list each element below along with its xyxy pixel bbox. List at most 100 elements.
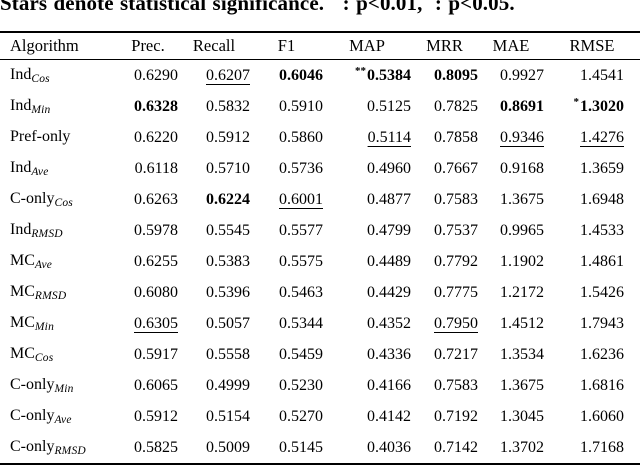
metric-value-f1: 0.6046 bbox=[279, 66, 323, 84]
algorithm-cell: IndRMSD bbox=[0, 215, 118, 246]
metric-value-recall: 0.5396 bbox=[206, 283, 250, 301]
table-row: IndCos 0.6290 0.6207 0.6046 **0.5384 0.8… bbox=[0, 60, 640, 92]
algorithm-name: C-only bbox=[10, 438, 55, 456]
metric-value-recall: 0.5057 bbox=[206, 314, 250, 332]
metric-value-map: 0.4799 bbox=[367, 221, 411, 239]
metric-value-recall: 0.5832 bbox=[206, 97, 250, 115]
col-header-rmse: RMSE bbox=[544, 32, 640, 61]
metric-value-mae: 1.3534 bbox=[500, 345, 544, 363]
algorithm-subscript: Min bbox=[34, 321, 55, 334]
algorithm-name: Ind bbox=[10, 66, 32, 84]
algorithm-name: Ind bbox=[10, 159, 32, 177]
metric-value-rmse: 1.4533 bbox=[580, 221, 624, 239]
metric-value-map: 0.4352 bbox=[367, 314, 411, 332]
metric-value-recall: 0.6207 bbox=[206, 66, 250, 84]
metric-value-mae: 0.9168 bbox=[500, 159, 544, 177]
table-row: MCAve 0.6255 0.5383 0.5575 0.4489 0.7792… bbox=[0, 246, 640, 277]
metric-value-mae: 0.9965 bbox=[500, 221, 544, 239]
algorithm-cell: C-onlyAve bbox=[0, 401, 118, 432]
algorithm-cell: MCRMSD bbox=[0, 277, 118, 308]
metric-value-f1: 0.5270 bbox=[279, 407, 323, 425]
significance-stars: ** bbox=[355, 64, 366, 77]
metric-value-rmse: 1.7943 bbox=[580, 314, 624, 332]
col-header-algorithm: Algorithm bbox=[0, 32, 118, 61]
metric-value-recall: 0.5912 bbox=[206, 128, 250, 146]
algorithm-cell: Pref-only bbox=[0, 122, 118, 153]
metric-value-mae: 1.2172 bbox=[500, 283, 544, 301]
algorithm-cell: MCCos bbox=[0, 339, 118, 370]
metric-value-prec: 0.6328 bbox=[134, 97, 178, 115]
algorithm-cell: C-onlyMin bbox=[0, 370, 118, 401]
metric-value-rmse: 1.5426 bbox=[580, 283, 624, 301]
table-row: C-onlyAve 0.5912 0.5154 0.5270 0.4142 0.… bbox=[0, 401, 640, 432]
metric-value-rmse: 1.6236 bbox=[580, 345, 624, 363]
metric-value-map: 0.4960 bbox=[367, 159, 411, 177]
metric-value-mrr: 0.7667 bbox=[434, 159, 478, 177]
metric-value-mae: 1.3702 bbox=[500, 438, 544, 456]
algorithm-name: C-only bbox=[10, 376, 55, 394]
algorithm-cell: MCAve bbox=[0, 246, 118, 277]
metric-value-recall: 0.5710 bbox=[206, 159, 250, 177]
metric-value-map: 0.4036 bbox=[367, 438, 411, 456]
table-caption: Stars denote statistical significance. *… bbox=[0, 0, 640, 15]
metric-value-rmse: 1.6948 bbox=[580, 190, 624, 208]
caption-double-star: ** bbox=[330, 0, 342, 5]
algorithm-subscript: Min bbox=[54, 383, 74, 396]
caption-text-mid: : p<0.01, bbox=[342, 0, 429, 15]
metric-value-recall: 0.4999 bbox=[206, 376, 250, 394]
algorithm-name: C-only bbox=[10, 407, 55, 425]
metric-value-map: 0.4429 bbox=[367, 283, 411, 301]
metric-value-mrr: 0.7775 bbox=[434, 283, 478, 301]
algorithm-cell: C-onlyRMSD bbox=[0, 432, 118, 464]
metric-value-mrr: 0.7217 bbox=[434, 345, 478, 363]
metric-value-mrr: 0.7537 bbox=[434, 221, 478, 239]
col-header-f1: F1 bbox=[250, 32, 323, 61]
algorithm-subscript: Cos bbox=[31, 73, 50, 86]
metric-value-map: 0.4142 bbox=[367, 407, 411, 425]
algorithm-subscript: RMSD bbox=[34, 290, 67, 303]
metric-value-prec: 0.6290 bbox=[134, 66, 178, 84]
algorithm-name: MC bbox=[10, 283, 35, 301]
col-header-mrr: MRR bbox=[411, 32, 478, 61]
metric-value-f1: 0.5910 bbox=[279, 97, 323, 115]
metric-value-f1: 0.5344 bbox=[279, 314, 323, 332]
header-row: Algorithm Prec. Recall F1 MAP MRR MAE RM… bbox=[0, 32, 640, 61]
metric-value-map: 0.4336 bbox=[367, 345, 411, 363]
metric-value-f1: 0.6001 bbox=[279, 190, 323, 208]
metric-value-f1: 0.5860 bbox=[279, 128, 323, 146]
metric-value-recall: 0.5558 bbox=[206, 345, 250, 363]
metric-value-rmse: 1.7168 bbox=[580, 438, 624, 456]
algorithm-name: MC bbox=[10, 314, 35, 332]
metric-value-mrr: 0.7142 bbox=[434, 438, 478, 456]
metric-value-rmse: *1.3020 bbox=[573, 95, 625, 115]
metric-value-f1: 0.5230 bbox=[279, 376, 323, 394]
algorithm-cell: IndCos bbox=[0, 60, 118, 92]
metric-value-map: **0.5384 bbox=[355, 64, 411, 84]
metric-value-mae: 0.8691 bbox=[500, 97, 544, 115]
metric-value-prec: 0.6255 bbox=[134, 252, 178, 270]
algorithm-name: Ind bbox=[10, 97, 32, 115]
significance-stars: * bbox=[573, 95, 580, 108]
table-row: MCRMSD 0.6080 0.5396 0.5463 0.4429 0.777… bbox=[0, 277, 640, 308]
metric-value-rmse: 1.6060 bbox=[580, 407, 624, 425]
metric-value-prec: 0.6305 bbox=[134, 314, 178, 332]
algorithm-name: C-only bbox=[10, 190, 55, 208]
metric-value-f1: 0.5145 bbox=[279, 438, 323, 456]
table-row: MCCos 0.5917 0.5558 0.5459 0.4336 0.7217… bbox=[0, 339, 640, 370]
metric-value-mrr: 0.7583 bbox=[434, 376, 478, 394]
col-header-mae: MAE bbox=[478, 32, 544, 61]
algorithm-cell: MCMin bbox=[0, 308, 118, 339]
algorithm-cell: IndMin bbox=[0, 91, 118, 122]
metric-value-prec: 0.5917 bbox=[134, 345, 178, 363]
algorithm-cell: C-onlyCos bbox=[0, 184, 118, 215]
metric-value-rmse: 1.6816 bbox=[580, 376, 624, 394]
metric-value-mrr: 0.7192 bbox=[434, 407, 478, 425]
metric-value-mae: 0.9927 bbox=[500, 66, 544, 84]
algorithm-name: Pref-only bbox=[10, 128, 71, 146]
col-header-map: MAP bbox=[323, 32, 411, 61]
metric-value-recall: 0.5009 bbox=[206, 438, 250, 456]
metric-value-recall: 0.5545 bbox=[206, 221, 250, 239]
metric-value-mrr: 0.8095 bbox=[434, 66, 478, 84]
metric-value-rmse: 1.3659 bbox=[580, 159, 624, 177]
